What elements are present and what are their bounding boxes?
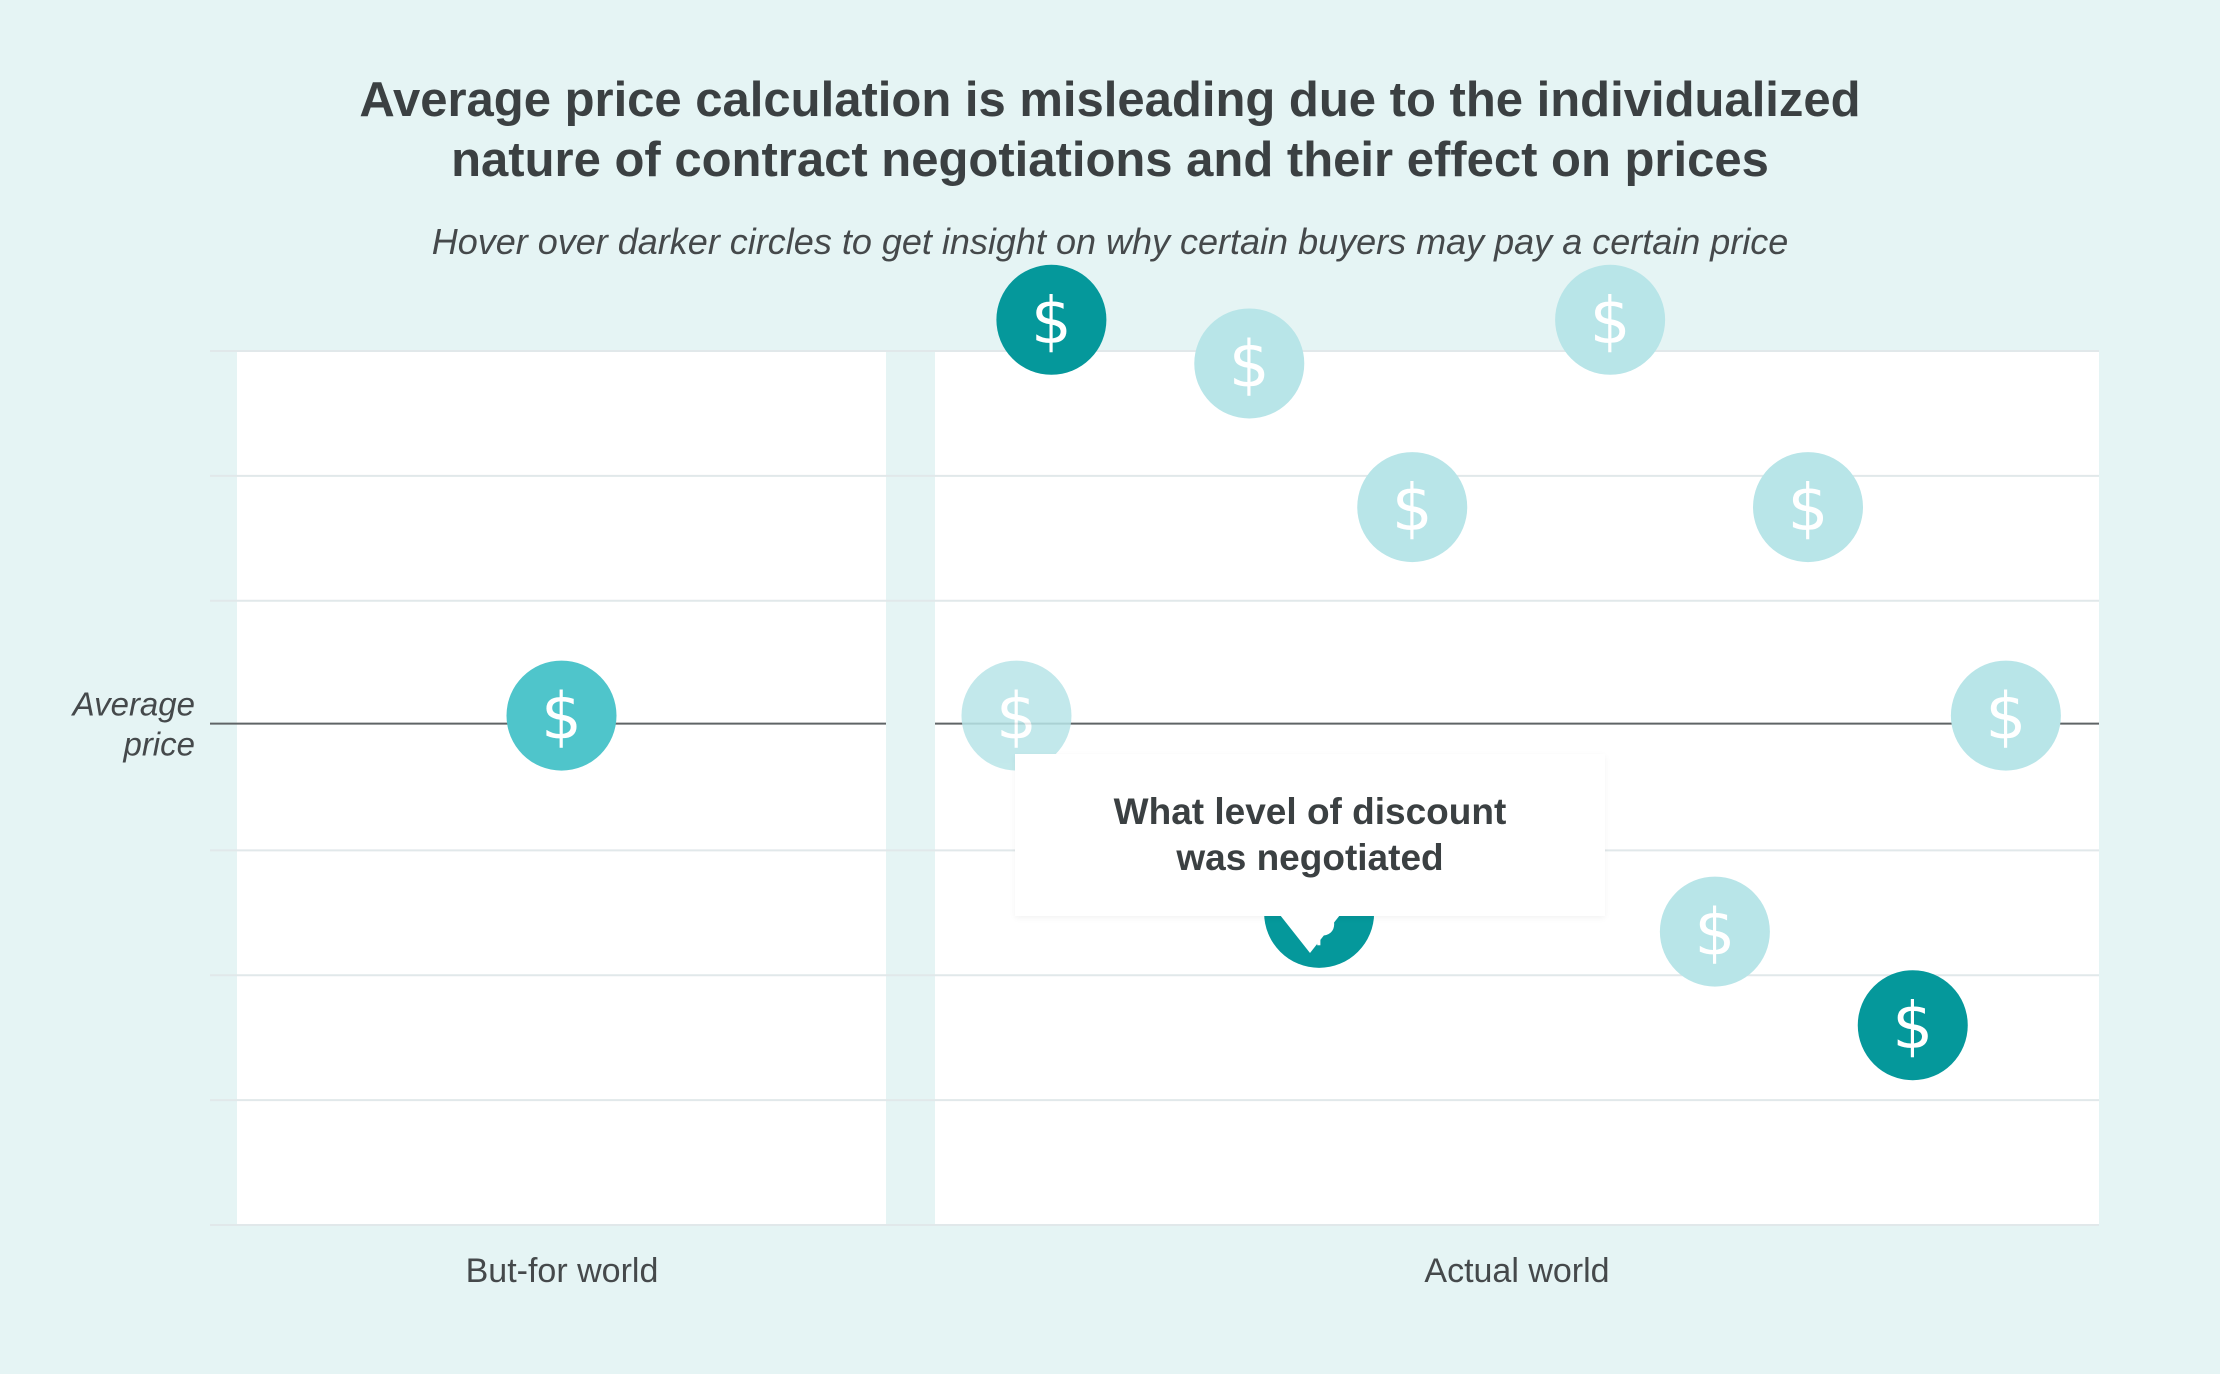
point-circle (506, 660, 617, 771)
point-circle (1357, 452, 1468, 563)
chart-title-line-1: Average price calculation is misleading … (359, 73, 1861, 127)
chart-subtitle: Hover over darker circles to get insight… (431, 221, 1789, 262)
point-circle (961, 660, 1072, 771)
dollar-icon: $ (1892, 990, 1933, 1064)
average-price-label: Average (71, 686, 195, 723)
tooltip-pointer (1280, 915, 1340, 953)
dollar-icon: $ (1031, 285, 1072, 359)
dollar-icon: $ (1986, 681, 2027, 755)
price-point-6: $ (1753, 452, 1863, 563)
point-circle (1659, 876, 1770, 987)
dollar-icon: $ (1590, 285, 1631, 359)
price-point-5: $ (1555, 264, 1666, 375)
dollar-icon: $ (996, 681, 1037, 755)
dollar-icon: $ (541, 681, 582, 755)
price-point-12[interactable]: $ (1857, 970, 1968, 1081)
price-point-11: $ (1659, 876, 1770, 987)
point-circle (996, 264, 1107, 375)
plot-panel-1 (237, 351, 886, 1225)
tooltip-line-1: What level of discount (1113, 791, 1507, 832)
point-circle (1950, 660, 2061, 771)
price-point-3: $ (1194, 308, 1305, 419)
point-circle (1857, 970, 1968, 1081)
point-circle (1555, 264, 1666, 375)
dollar-icon: $ (1229, 328, 1270, 402)
chart-title: Average price calculation is misleading … (0, 70, 2220, 190)
chart-title-line-2: nature of contract negotiations and thei… (451, 133, 1769, 187)
discount-tooltip: What level of discount was negotiated (1015, 754, 1605, 916)
price-point-1: $ (506, 660, 617, 771)
x-category-label: But-for world (466, 1252, 659, 1290)
price-point-2[interactable]: $ (996, 264, 1107, 375)
x-category-label: Actual world (1424, 1252, 1609, 1290)
average-price-label: price (122, 726, 195, 763)
point-circle (1194, 308, 1305, 419)
price-point-4: $ (1357, 452, 1468, 563)
dollar-icon: $ (1695, 897, 1736, 971)
point-circle (1753, 452, 1863, 563)
dollar-icon: $ (1392, 472, 1433, 546)
dollar-icon: $ (1788, 472, 1829, 546)
tooltip-line-2: was negotiated (1176, 837, 1444, 878)
price-point-7: $ (961, 660, 1072, 771)
price-point-8: $ (1950, 660, 2061, 771)
